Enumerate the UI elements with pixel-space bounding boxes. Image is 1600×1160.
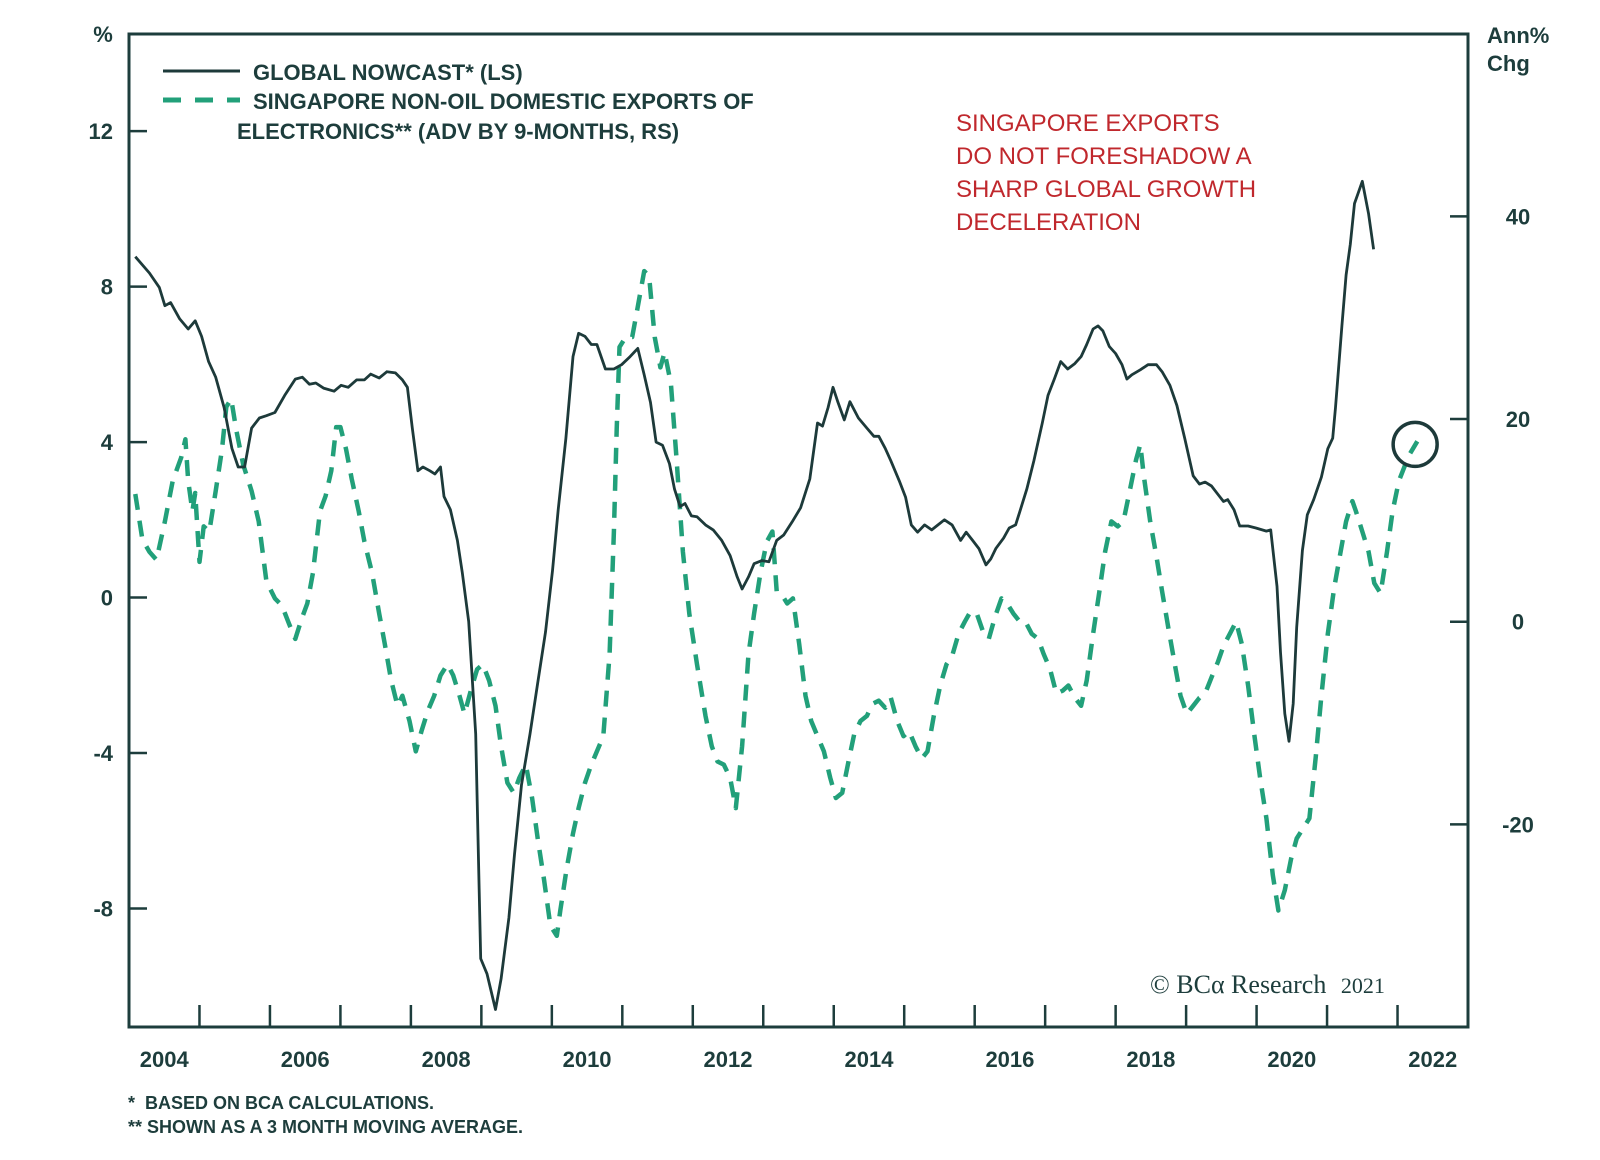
- x-tick-label: 2010: [563, 1047, 612, 1072]
- x-tick-label: 2020: [1267, 1047, 1316, 1072]
- x-tick-label: 2016: [985, 1047, 1034, 1072]
- right-axis-unit-label-line2: Chg: [1487, 51, 1530, 76]
- legend-label-nowcast: GLOBAL NOWCAST* (LS): [253, 60, 523, 85]
- left-axis-tick-label: 4: [101, 430, 114, 455]
- annotation-line-3: SHARP GLOBAL GROWTH: [956, 176, 1256, 203]
- right-axis-tick-label: 40: [1506, 204, 1530, 229]
- right-axis-tick-label: 20: [1506, 407, 1530, 432]
- x-tick-label: 2022: [1408, 1047, 1457, 1072]
- x-tick-label: 2006: [281, 1047, 330, 1072]
- right-axis-tick-label: -20: [1502, 812, 1534, 837]
- left-axis-tick-label: 12: [89, 119, 113, 144]
- x-tick-label: 2014: [844, 1047, 894, 1072]
- legend-label-exports-line1: SINGAPORE NON-OIL DOMESTIC EXPORTS OF: [253, 89, 754, 114]
- series-layer: [133, 179, 1420, 1011]
- plot-frame: [127, 32, 1470, 1029]
- right-axis-ticks: [1450, 215, 1468, 826]
- footnote-2: ** SHOWN AS A 3 MONTH MOVING AVERAGE.: [128, 1117, 523, 1137]
- annotation-line-2: DO NOT FORESHADOW A: [956, 143, 1252, 170]
- series-singapore-exports-line: [133, 268, 1420, 939]
- right-axis-tick-labels: 40 20 0 -20: [1502, 204, 1534, 837]
- x-tick-label: 2018: [1126, 1047, 1175, 1072]
- annotation: SINGAPORE EXPORTS DO NOT FORESHADOW A SH…: [956, 110, 1256, 236]
- left-axis-tick-label: -4: [93, 741, 113, 766]
- right-axis-tick-label: 0: [1512, 610, 1524, 635]
- series-global-nowcast-line: [134, 179, 1375, 1011]
- left-axis-tick-label: 8: [101, 275, 113, 300]
- left-axis-tick-label: 0: [101, 586, 113, 611]
- x-axis-ticks: [198, 1005, 1399, 1027]
- x-tick-label: 2008: [422, 1047, 471, 1072]
- footnote-1: * BASED ON BCA CALCULATIONS.: [128, 1093, 434, 1113]
- left-axis-ticks: [129, 129, 147, 910]
- x-tick-label: 2012: [704, 1047, 753, 1072]
- legend: GLOBAL NOWCAST* (LS) SINGAPORE NON-OIL D…: [163, 60, 754, 144]
- x-axis-tick-labels: 2004 2006 2008 2010 2012 2014 2016 2018 2020 2022: [140, 1047, 1457, 1072]
- left-axis-tick-labels: 12 8 4 0 -4 -8: [89, 119, 114, 921]
- annotation-line-1: SINGAPORE EXPORTS: [956, 110, 1220, 137]
- source-credit: © BCα Research 2021: [1150, 970, 1385, 999]
- source-credit-year: 2021: [1341, 973, 1385, 998]
- left-axis-tick-label: -8: [93, 896, 113, 921]
- x-tick-label: 2004: [140, 1047, 190, 1072]
- annotation-line-4: DECELERATION: [956, 209, 1141, 236]
- source-credit-name: © BCα Research: [1150, 970, 1326, 999]
- legend-label-exports-line2: ELECTRONICS** (ADV BY 9-MONTHS, RS): [237, 119, 679, 144]
- right-axis-unit-label-line1: Ann%: [1487, 23, 1549, 48]
- left-axis-unit-label: %: [93, 22, 113, 47]
- highlight-circle: [1391, 420, 1439, 469]
